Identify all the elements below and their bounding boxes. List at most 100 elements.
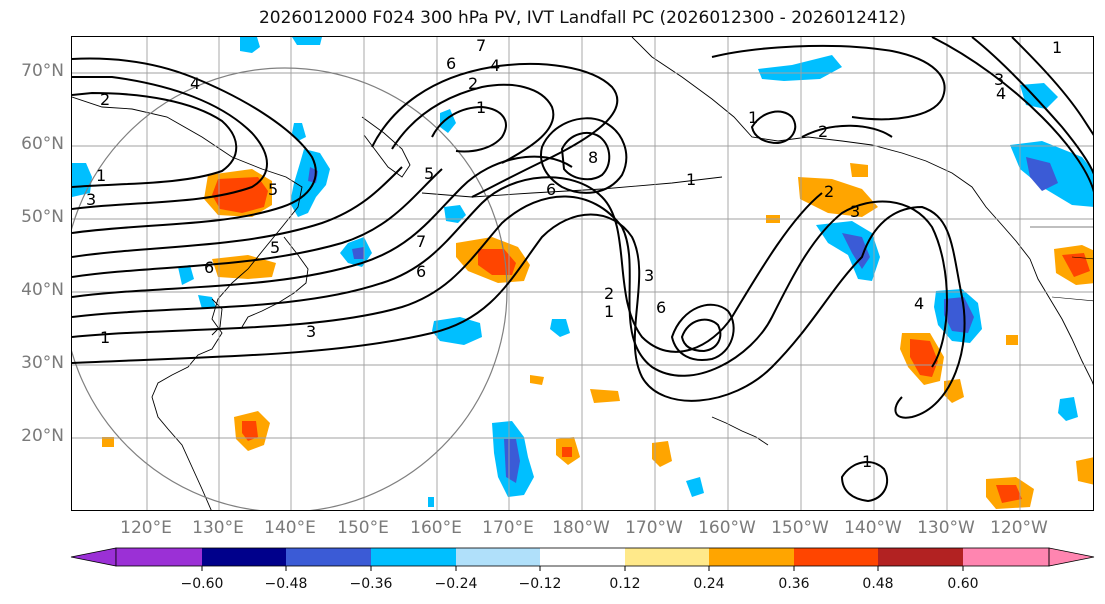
contour-label: 1 [96,166,106,185]
pv-contour-line [680,318,722,353]
anom-blob [198,295,216,309]
colorbar-tick-label: 0.60 [947,576,979,592]
anom-blob [996,485,1022,503]
anom-blob [562,447,572,457]
pv-contour-line [371,62,619,198]
pv-contour-line [72,76,268,210]
coastlines [72,37,1093,510]
contour-label: 6 [446,54,456,73]
anom-blob [686,477,704,497]
colorbar-bin [625,548,709,566]
contour-label: 6 [546,180,556,199]
contour-label: 4 [996,84,1006,103]
anom-blob [212,255,276,279]
anom-blob [798,177,878,217]
contour-label: 3 [86,190,96,209]
contour-label: 2 [468,74,478,93]
lon-label-180w: 180°W [552,518,610,538]
lon-label-150w: 150°W [771,518,829,538]
contour-label: 2 [824,182,834,201]
pv-contour-line [540,117,628,194]
colorbar-bin [371,548,456,566]
colorbar-tick-label: 0.48 [862,576,894,592]
lon-label-160e: 160°E [410,518,462,538]
contour-label: 1 [862,452,872,471]
anom-blob [944,297,974,333]
anom-blob [652,441,672,467]
korea-coast [211,298,223,336]
contour-label: 6 [656,298,666,317]
colorbar-tick-label: −0.48 [264,576,308,592]
contour-label: 3 [850,202,860,221]
anom-blob [850,163,868,177]
pv-contour-line [72,205,966,419]
anom-blob [590,389,620,403]
anom-blob [292,37,322,45]
pv-contour-line [801,124,893,138]
colorbar-bin [794,548,878,566]
pv-contour-line [72,168,443,278]
alaska-coast [631,37,1031,260]
lon-label-150e: 150°E [337,518,389,538]
contour-label: 1 [1052,38,1062,57]
contour-label: 4 [490,56,500,75]
lon-label-170w: 170°W [625,518,683,538]
lon-label-160w: 160°W [698,518,756,538]
contour-label: 3 [644,266,654,285]
lat-label-60: 60°N [21,134,64,154]
map-title: 2026012000 F024 300 hPa PV, IVT Landfall… [258,8,906,28]
contour-label: 5 [270,238,280,257]
colorbar-ticks [201,566,964,571]
lat-label-50: 50°N [21,207,64,227]
pv-contour-line [391,83,555,164]
colorbar-extend-high [1048,547,1095,567]
lon-label-120w: 120°W [990,518,1048,538]
lon-label-140e: 140°E [264,518,316,538]
colorbar-tick-label: −0.24 [434,576,478,592]
lon-label-120e: 120°E [120,518,172,538]
anom-blob [428,497,434,507]
anom-blob [102,437,114,447]
pv-contour-line [72,166,403,258]
contour-label: 6 [416,262,426,281]
contour-label: 4 [914,294,924,313]
anom-blob [1062,253,1090,277]
colorbar-bin [878,548,963,566]
map-panel[interactable]: 2 4 1 3 5 5 6 3 1 6 7 5 6 7 4 2 1 8 6 1 … [71,36,1094,511]
pv-contour-line [560,132,611,181]
pv-contours [72,37,1093,503]
contour-label: 8 [588,148,598,167]
colorbar-tick-label: −0.36 [349,576,393,592]
anom-blob [240,37,260,53]
map-canvas: 2 4 1 3 5 5 6 3 1 6 7 5 6 7 4 2 1 8 6 1 … [72,37,1093,510]
lat-label-30: 30°N [21,353,64,373]
lat-label-40: 40°N [21,280,64,300]
colorbar-bin [456,548,540,566]
contour-label: 3 [306,322,316,341]
contour-label: 1 [604,302,614,321]
contour-label: 2 [818,122,828,141]
colorbar-tick-label: 0.36 [778,576,810,592]
positive-anomaly-shading [102,163,1093,509]
anom-blob [242,421,258,441]
colorbar-bin [116,548,202,566]
contour-label: 2 [604,284,614,303]
pv-contour-line [72,91,238,188]
kamchatka-coast [361,116,411,178]
anom-blob [440,109,456,133]
aleutian-coast [421,176,723,198]
japan-coast [241,236,309,328]
colorbar-extend-low [70,547,117,567]
pv-contour-line [971,37,1093,175]
lat-label-70: 70°N [21,61,64,81]
lat-label-20: 20°N [21,426,64,446]
anom-blob [758,55,842,81]
pv-contour-line [931,37,1093,193]
anom-blob [1006,335,1018,345]
borders [1030,226,1093,302]
hawaii-islands [711,416,769,446]
contour-label: 1 [100,328,110,347]
pv-contour-line [711,44,946,121]
anom-blob [1076,457,1093,485]
anom-blob [910,339,938,377]
